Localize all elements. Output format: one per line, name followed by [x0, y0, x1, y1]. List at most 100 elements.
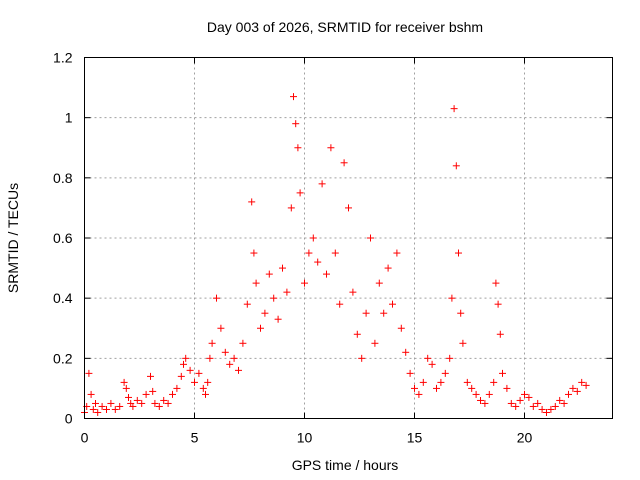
data-point — [142, 390, 150, 398]
data-point — [367, 234, 374, 242]
data-point — [292, 120, 300, 128]
data-point — [560, 399, 568, 407]
data-point — [248, 198, 256, 206]
data-point — [477, 396, 484, 404]
data-point — [151, 399, 159, 407]
data-point — [217, 324, 225, 332]
data-point — [107, 399, 115, 407]
data-point — [349, 288, 357, 296]
data-point — [578, 378, 586, 386]
x-tick-label: 10 — [297, 430, 313, 446]
data-point — [525, 393, 533, 401]
data-point — [261, 309, 269, 317]
data-point — [94, 408, 102, 416]
data-point — [87, 390, 95, 398]
data-point — [230, 354, 238, 362]
y-tick-label: 0.4 — [53, 290, 73, 306]
data-point — [415, 390, 423, 398]
data-point — [160, 396, 168, 404]
data-point — [199, 384, 207, 392]
grid — [84, 57, 613, 419]
data-point — [182, 354, 190, 362]
data-point — [323, 270, 330, 278]
data-point — [164, 399, 172, 407]
data-point — [521, 390, 528, 398]
plot-frame — [84, 57, 613, 419]
data-point — [318, 180, 326, 188]
data-point — [512, 402, 520, 410]
data-point — [186, 366, 194, 374]
data-point — [565, 390, 572, 398]
data-point — [450, 105, 458, 113]
data-point — [424, 354, 432, 362]
data-point — [287, 204, 295, 212]
tick-labels: 0 0.2 0.4 0.6 0.8 1 1.2 0 5 10 15 20 — [53, 50, 532, 446]
data-point — [122, 384, 130, 392]
data-point — [437, 378, 445, 386]
data-point — [274, 315, 282, 323]
data-point — [270, 294, 278, 302]
data-point — [380, 309, 388, 317]
chart-title: Day 003 of 2026, SRMTID for receiver bsh… — [207, 19, 483, 35]
data-point — [314, 258, 322, 266]
data-point — [195, 369, 203, 377]
x-axis-label: GPS time / hours — [292, 457, 399, 473]
data-point — [250, 249, 258, 257]
data-point — [457, 309, 465, 317]
y-tick-label: 0 — [65, 411, 73, 427]
data-point — [290, 93, 297, 101]
data-point — [358, 354, 366, 362]
data-point — [98, 402, 106, 410]
data-point — [543, 408, 550, 416]
data-point — [492, 279, 500, 287]
data-point — [177, 372, 185, 380]
data-point — [459, 339, 467, 347]
data-points — [81, 93, 590, 416]
data-point — [362, 309, 370, 317]
data-point — [345, 204, 352, 212]
data-point — [406, 369, 414, 377]
data-point — [208, 339, 216, 347]
data-point — [169, 390, 176, 398]
data-point — [441, 369, 449, 377]
data-point — [455, 249, 462, 257]
data-point — [336, 300, 344, 308]
data-point — [111, 405, 119, 413]
data-point — [551, 402, 559, 410]
y-tick-label: 0.2 — [53, 350, 73, 366]
data-point — [472, 390, 480, 398]
data-point — [155, 402, 163, 410]
data-point — [257, 324, 264, 332]
data-point — [534, 399, 542, 407]
data-point — [202, 390, 209, 398]
x-tick-label: 0 — [81, 430, 89, 446]
data-point — [133, 396, 141, 404]
data-point — [384, 264, 392, 272]
data-point — [103, 405, 110, 413]
data-point — [468, 384, 476, 392]
data-point — [235, 366, 242, 374]
data-point — [446, 354, 454, 362]
data-point — [452, 162, 460, 170]
data-point — [221, 348, 229, 356]
data-point — [239, 339, 247, 347]
data-point — [433, 384, 440, 392]
data-point — [353, 330, 361, 338]
y-tick-label: 1 — [65, 110, 73, 126]
data-point — [226, 360, 234, 368]
data-point — [393, 249, 401, 257]
data-point — [213, 294, 220, 302]
data-point — [331, 249, 339, 257]
data-point — [279, 264, 286, 272]
data-point — [340, 159, 348, 167]
x-tick-label: 20 — [517, 430, 533, 446]
data-point — [206, 354, 214, 362]
data-point — [507, 399, 515, 407]
data-point — [173, 384, 181, 392]
data-point — [305, 249, 313, 257]
data-point — [147, 372, 154, 380]
axis-ticks — [84, 57, 613, 419]
y-axis-label: SRMTID / TECUs — [5, 183, 21, 293]
data-point — [529, 402, 537, 410]
